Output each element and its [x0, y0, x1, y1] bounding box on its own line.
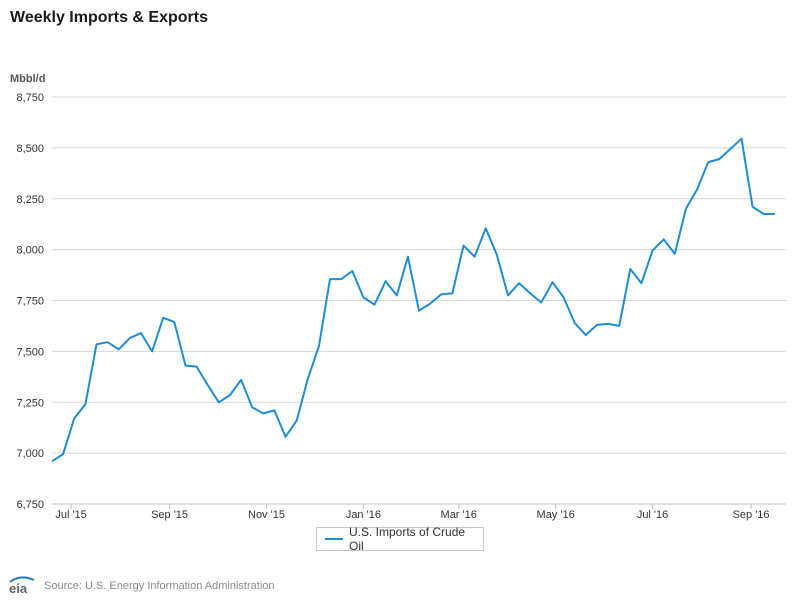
y-tick-label: 8,500	[16, 143, 44, 155]
y-tick-label: 7,750	[16, 296, 44, 308]
chart-title: Weekly Imports & Exports	[10, 9, 208, 26]
y-tick-label: 8,250	[16, 194, 44, 206]
x-tick-label: Jul '15	[55, 509, 86, 521]
series-layer	[51, 137, 775, 463]
x-tick-label: Sep '15	[151, 509, 188, 521]
series-line	[51, 137, 775, 463]
y-tick-label: 8,000	[16, 245, 44, 257]
y-axis: 6,750 7,000 7,250 7,500 7,750 8,000 8,250 8,500…	[16, 92, 44, 511]
y-axis-label: Mbbl/d	[10, 73, 45, 85]
legend-label: U.S. Imports of Crude Oil	[349, 525, 466, 553]
svg-text:eia: eia	[9, 581, 28, 596]
x-tick-label: Sep '16	[733, 509, 770, 521]
x-tick-label: Jan '16	[346, 509, 381, 521]
x-tick-label: Jul '16	[637, 509, 668, 521]
y-tick-label: 7,500	[16, 346, 44, 358]
source-note: Source: U.S. Energy Information Administ…	[44, 580, 275, 592]
y-tick-label: 8,750	[16, 92, 44, 104]
x-tick-label: May '16	[537, 509, 575, 521]
legend-line-swatch	[325, 538, 343, 540]
y-tick-label: 7,000	[16, 448, 44, 460]
legend[interactable]: U.S. Imports of Crude Oil	[316, 525, 484, 553]
x-tick-label: Nov '15	[248, 509, 285, 521]
eia-logo: eia	[9, 576, 35, 596]
x-tick-label: Mar '16	[441, 509, 477, 521]
y-tick-label: 6,750	[16, 499, 44, 511]
grid-lines	[52, 96, 786, 505]
y-tick-label: 7,250	[16, 397, 44, 409]
x-axis: Jul '15 Sep '15 Nov '15 Jan '16 Mar '16 May '…	[52, 503, 786, 521]
